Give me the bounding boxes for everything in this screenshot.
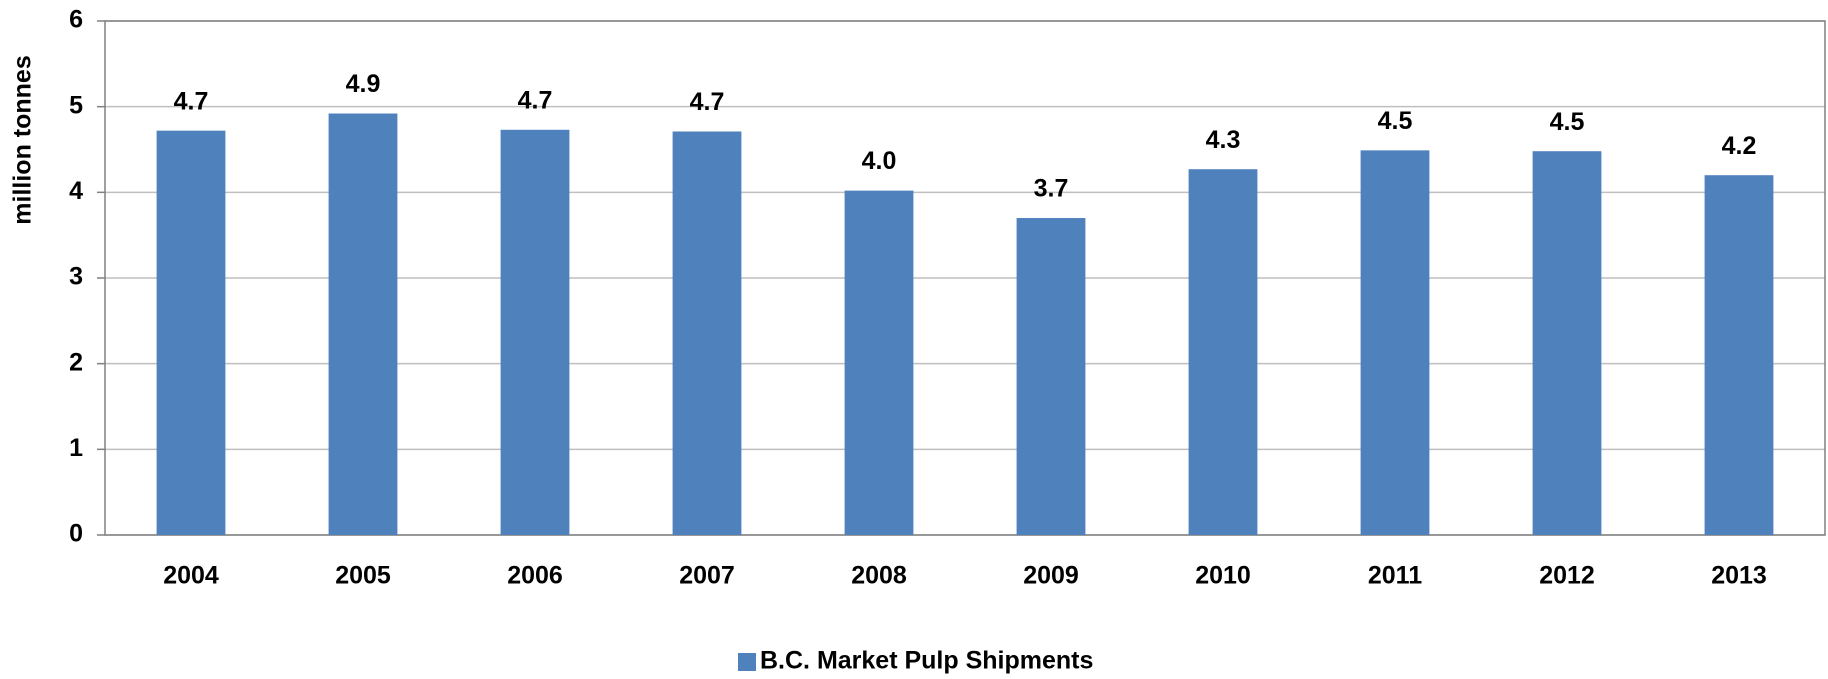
bar (500, 129, 570, 535)
y-axis-title: million tonnes (9, 55, 37, 224)
y-tick-label: 4 (69, 177, 83, 205)
x-tick-label: 2012 (1539, 562, 1595, 590)
data-label: 4.3 (1206, 126, 1241, 154)
data-label: 4.7 (690, 88, 725, 116)
bar (1188, 169, 1258, 535)
data-label: 4.7 (174, 87, 209, 115)
data-label: 4.5 (1550, 108, 1585, 136)
y-tick-label: 0 (69, 520, 83, 548)
bar (328, 113, 398, 536)
x-tick-label: 2010 (1195, 562, 1251, 590)
x-tick-label: 2007 (679, 562, 735, 590)
legend-swatch (738, 653, 756, 671)
y-tick-label: 1 (69, 434, 83, 462)
x-tick-label: 2011 (1368, 562, 1422, 590)
bar (1360, 150, 1430, 535)
x-tick-label: 2013 (1711, 562, 1767, 590)
x-tick-label: 2004 (163, 562, 219, 590)
data-label: 4.9 (346, 70, 381, 98)
bar (156, 130, 226, 536)
x-tick-label: 2006 (507, 562, 563, 590)
y-tick-label: 5 (69, 91, 83, 119)
data-label: 4.7 (518, 86, 553, 114)
bar (1016, 218, 1086, 536)
bar (1532, 151, 1602, 536)
bar (672, 131, 742, 535)
x-tick-label: 2005 (335, 562, 391, 590)
data-label: 4.0 (862, 147, 897, 175)
plot-border (104, 20, 1826, 536)
x-tick-label: 2009 (1023, 562, 1079, 590)
x-tick-label: 2008 (851, 562, 907, 590)
bar (844, 190, 914, 535)
y-tick-label: 6 (69, 6, 83, 34)
legend-label: B.C. Market Pulp Shipments (760, 647, 1093, 675)
bar (1704, 175, 1774, 535)
y-tick-label: 2 (69, 348, 83, 376)
data-label: 3.7 (1034, 175, 1069, 203)
data-label: 4.5 (1378, 107, 1413, 135)
data-label: 4.2 (1722, 132, 1757, 160)
y-tick-label: 3 (69, 263, 83, 291)
